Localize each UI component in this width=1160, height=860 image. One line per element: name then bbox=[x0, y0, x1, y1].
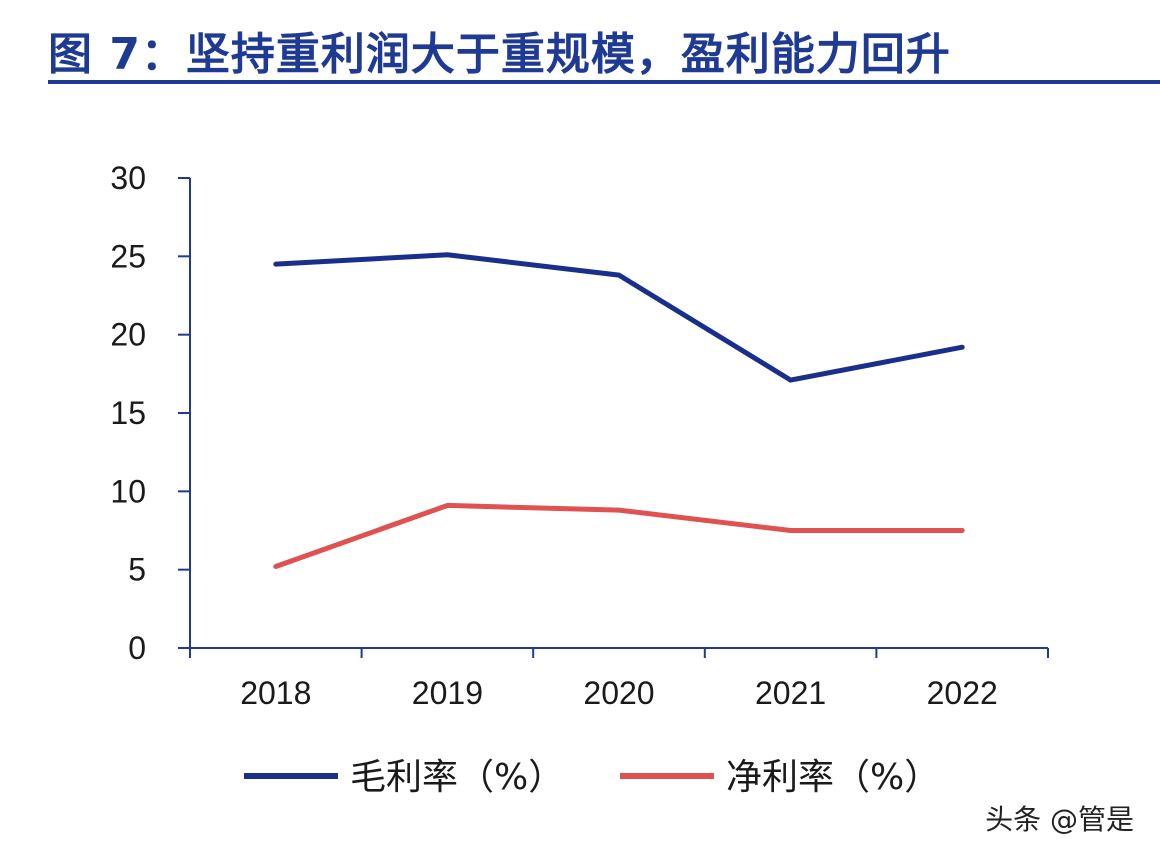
x-axis-ticks: 2018 2019 2020 2021 2022 bbox=[189, 648, 1049, 711]
data-point bbox=[790, 530, 792, 531]
axes bbox=[189, 178, 1048, 649]
y-tick-label: 10 bbox=[110, 473, 146, 509]
y-tick-label: 5 bbox=[128, 552, 146, 588]
x-tick-label: 2018 bbox=[240, 675, 311, 711]
data-point bbox=[275, 566, 277, 568]
x-tick-label: 2021 bbox=[755, 675, 826, 711]
data-point bbox=[618, 274, 620, 276]
y-axis-ticks: 0 5 10 15 20 25 30 bbox=[110, 160, 190, 666]
y-tick-label: 15 bbox=[110, 395, 146, 431]
chart-title: 图 7：坚持重利润大于重规模，盈利能力回升 bbox=[48, 29, 951, 80]
data-point bbox=[275, 263, 277, 265]
data-point bbox=[618, 509, 620, 511]
x-tick-label: 2020 bbox=[583, 675, 654, 711]
title-divider bbox=[48, 80, 1160, 84]
data-point bbox=[790, 379, 792, 381]
watermark: 头条 @管是 bbox=[985, 803, 1134, 836]
y-tick-label: 30 bbox=[110, 160, 146, 196]
series-lines bbox=[273, 252, 965, 570]
legend-label-0: 毛利率（%） bbox=[350, 757, 564, 798]
y-tick-label: 0 bbox=[128, 630, 146, 666]
y-tick-label: 20 bbox=[110, 317, 146, 353]
series-line-1 bbox=[273, 502, 965, 570]
x-tick-label: 2022 bbox=[927, 675, 998, 711]
legend: 毛利率（%） 净利率（%） bbox=[244, 757, 940, 798]
y-tick-label: 25 bbox=[110, 238, 146, 274]
data-point bbox=[961, 530, 963, 531]
x-tick-label: 2019 bbox=[412, 675, 483, 711]
series-line-0 bbox=[273, 252, 965, 383]
data-point bbox=[446, 254, 448, 256]
legend-label-1: 净利率（%） bbox=[726, 757, 940, 798]
data-point bbox=[961, 346, 963, 348]
data-point bbox=[446, 504, 448, 506]
